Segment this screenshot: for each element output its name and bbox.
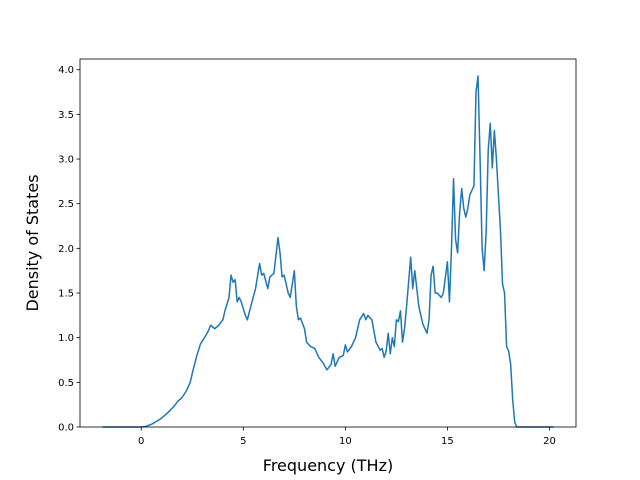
y-tick-label: 4.0	[58, 65, 74, 76]
y-tick-label: 2.5	[58, 199, 74, 210]
x-tick-label: 5	[240, 436, 246, 447]
data-line	[102, 75, 554, 428]
y-tick-label: 0.5	[58, 378, 74, 389]
x-tick-label: 15	[441, 436, 454, 447]
plot-frame	[79, 58, 577, 428]
y-tick-label: 3.5	[58, 110, 74, 121]
x-tick-label: 0	[138, 436, 144, 447]
x-axis-label: Frequency (THz)	[263, 456, 393, 475]
y-tick-label: 0.0	[58, 423, 74, 434]
y-tick-label: 3.0	[58, 155, 74, 166]
y-tick-label: 1.0	[58, 333, 74, 344]
y-tick-label: 1.5	[58, 289, 74, 300]
y-axis-label: Density of States	[23, 174, 42, 311]
y-tick-label: 2.0	[58, 244, 74, 255]
x-tick-label: 20	[543, 436, 556, 447]
x-tick-label: 10	[339, 436, 352, 447]
